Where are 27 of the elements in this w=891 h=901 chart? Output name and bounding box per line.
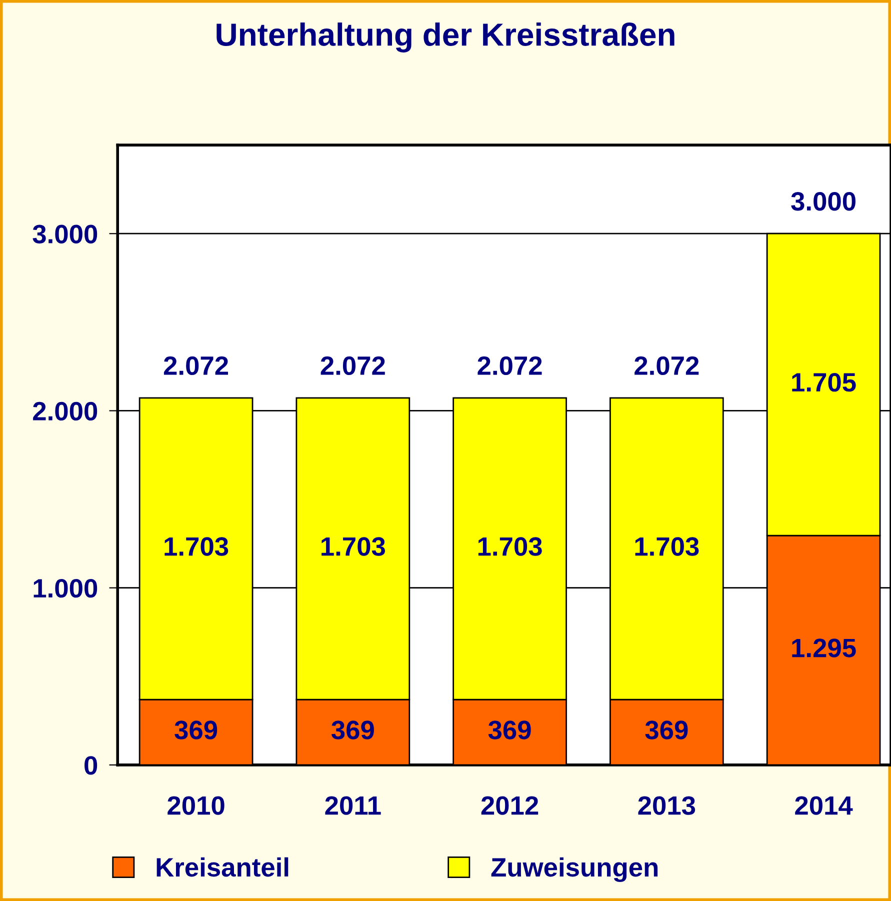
total-label: 2.072 <box>478 356 542 376</box>
data-label: 369 <box>645 720 688 740</box>
legend-label: Zuweisungen <box>491 857 658 882</box>
total-label: 2.072 <box>634 356 699 376</box>
data-label: 1.705 <box>792 373 856 392</box>
data-label: 1.703 <box>635 537 699 556</box>
data-label: 369 <box>488 720 531 740</box>
y-tick-label: 0 <box>84 756 98 775</box>
data-label: 369 <box>332 720 374 740</box>
data-label: 1.703 <box>478 537 542 556</box>
chart-title: Unterhaltung der Kreisstraßen <box>216 22 674 52</box>
total-label: 3.000 <box>791 192 856 211</box>
x-tick-label: 2013 <box>638 796 696 815</box>
data-label: 1.295 <box>792 638 856 658</box>
x-tick-label: 2012 <box>481 796 538 815</box>
legend-label: Kreisanteil <box>156 857 288 877</box>
total-label: 2.072 <box>320 356 385 376</box>
data-label: 1.703 <box>322 537 385 556</box>
data-label: 1.703 <box>164 537 228 556</box>
x-tick-label: 2014 <box>795 796 853 815</box>
data-label: 369 <box>174 720 218 740</box>
y-tick-label: 2.000 <box>33 402 98 421</box>
total-label: 2.072 <box>164 356 228 376</box>
x-tick-label: 2011 <box>325 796 381 815</box>
x-tick-label: 2010 <box>168 796 224 815</box>
y-tick-label: 1.000 <box>34 578 98 598</box>
y-tick-label: 3.000 <box>32 224 98 244</box>
